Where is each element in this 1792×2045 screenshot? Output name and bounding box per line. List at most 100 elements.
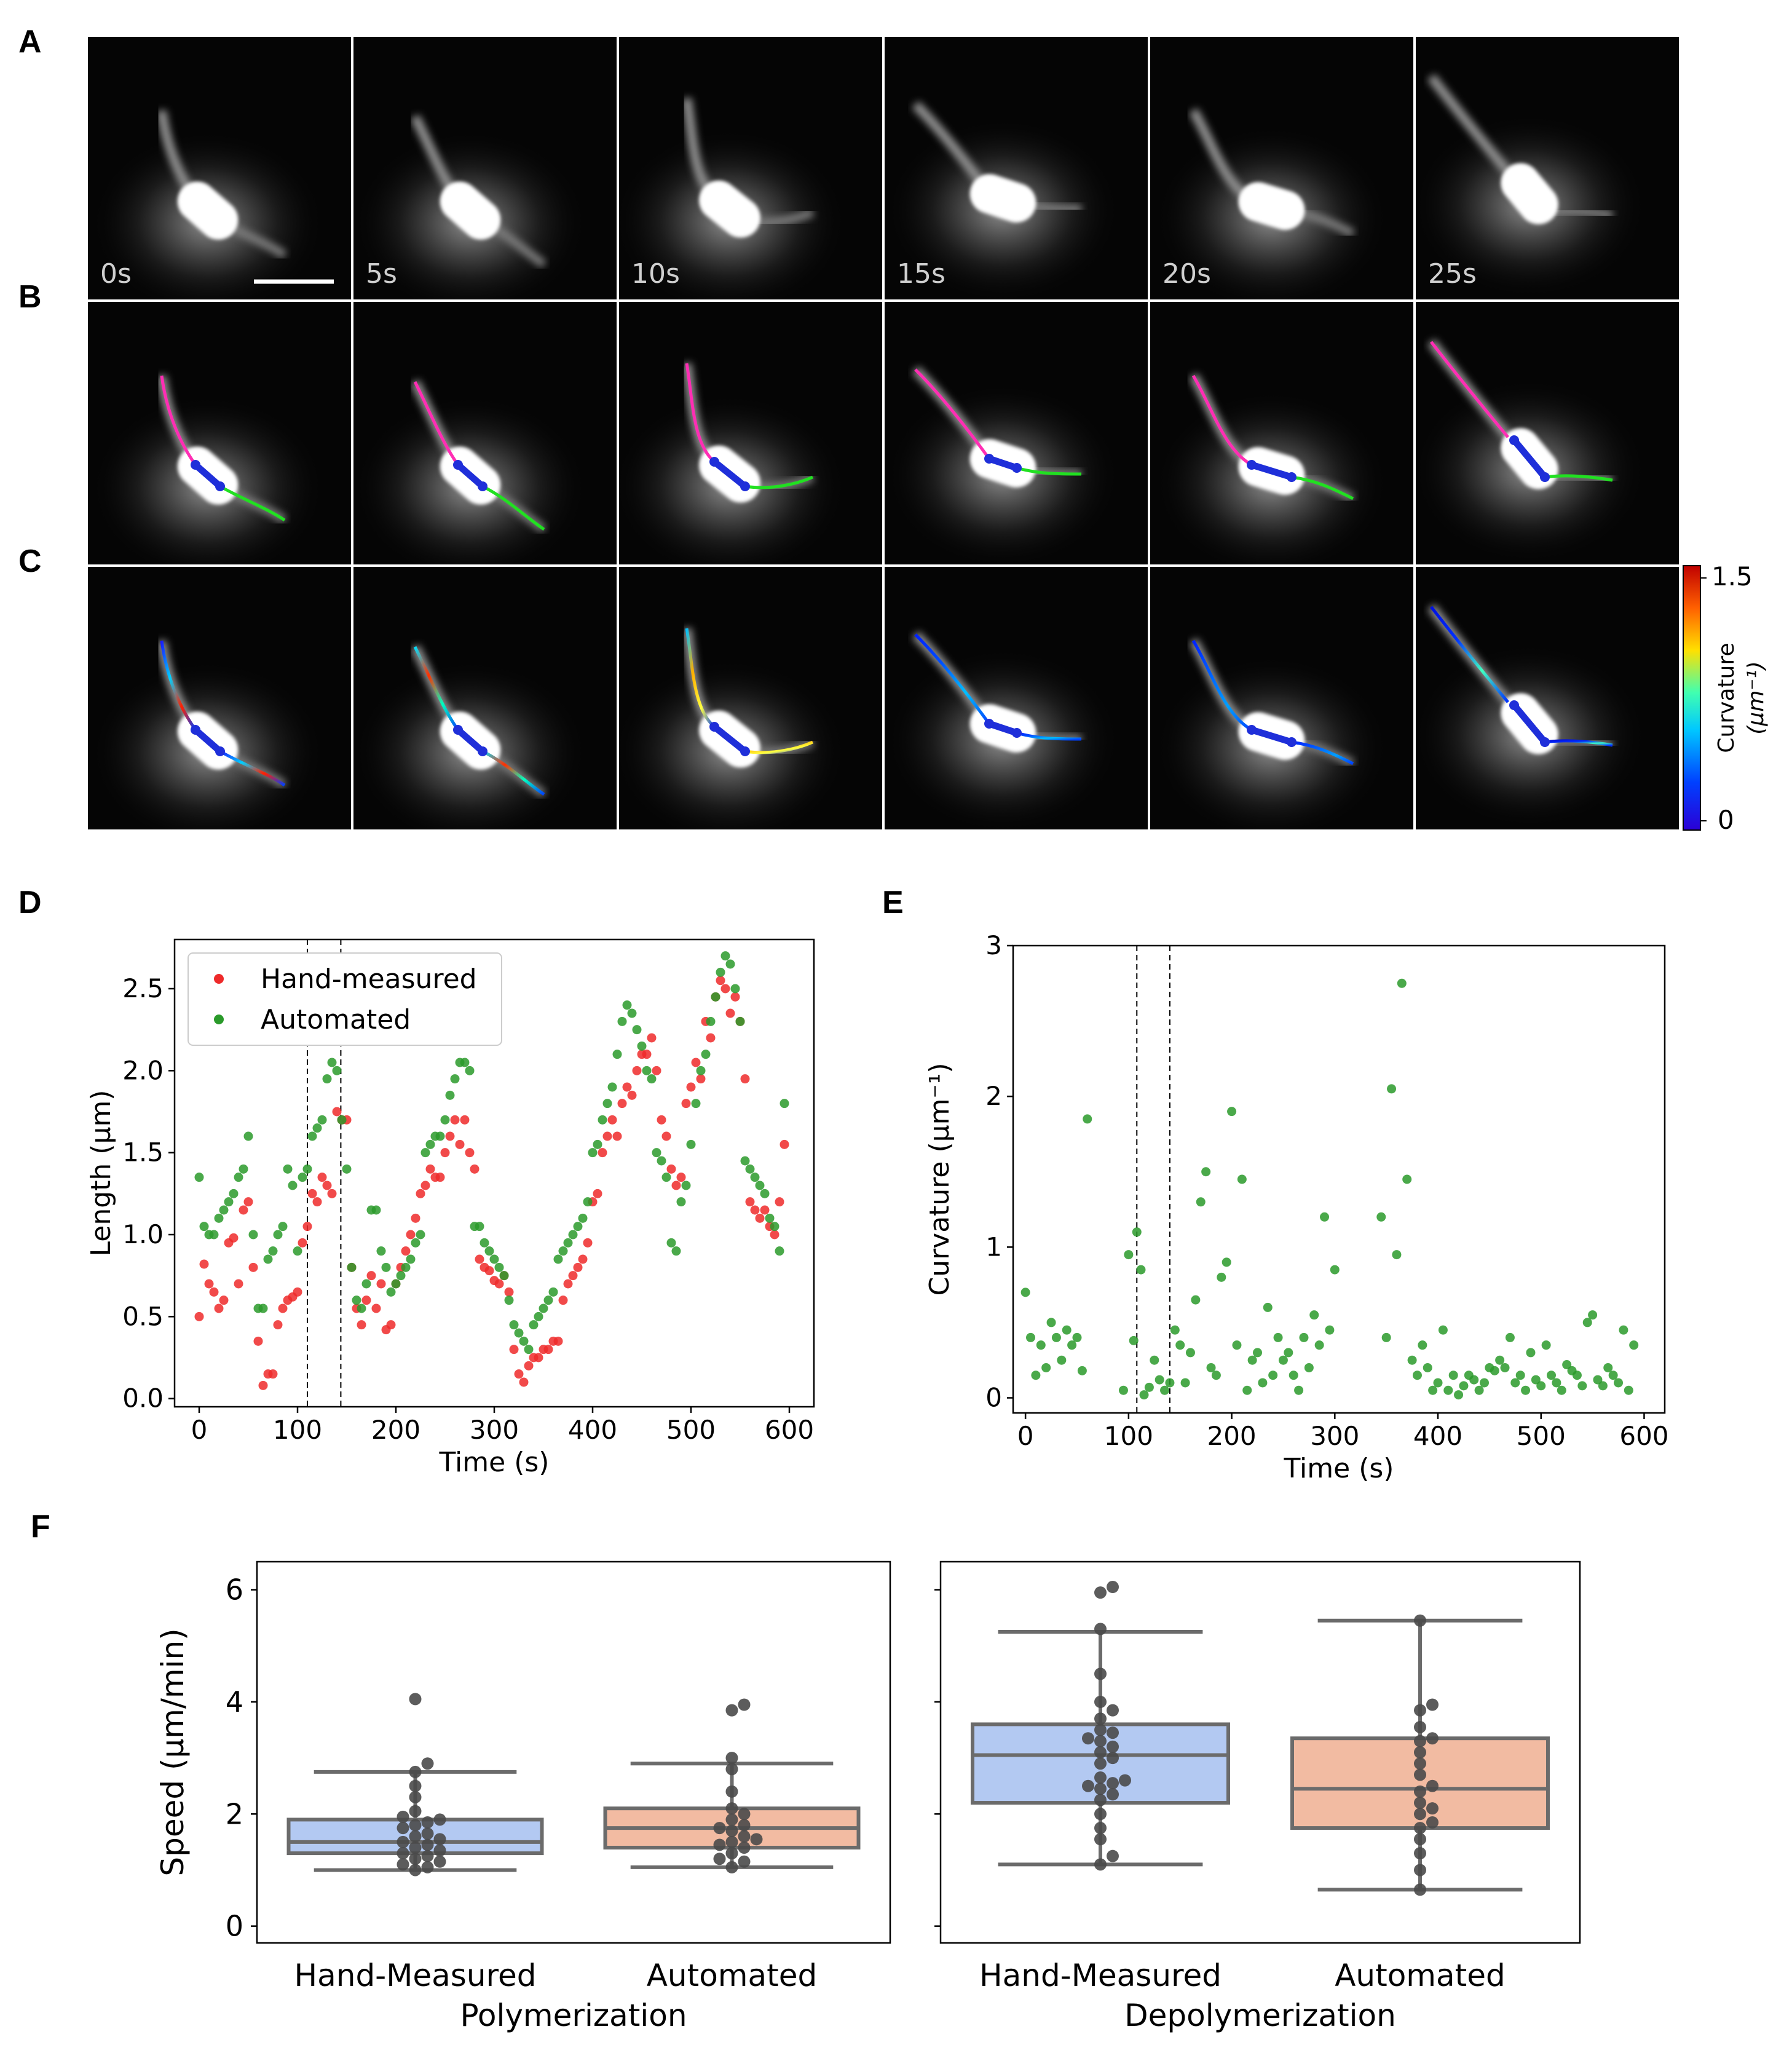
centrosome-endpoint bbox=[1287, 737, 1297, 747]
automated-point bbox=[750, 1173, 760, 1182]
data-point bbox=[421, 1816, 434, 1829]
automated-point bbox=[416, 1230, 425, 1240]
micrograph-tile-r2-c6 bbox=[1416, 302, 1679, 564]
centrosome-endpoint bbox=[191, 725, 200, 735]
category-label: Automated bbox=[647, 1958, 818, 1993]
hand-measured-point bbox=[602, 1131, 612, 1141]
automated-point bbox=[568, 1230, 578, 1240]
hand-measured-point bbox=[332, 1107, 342, 1117]
centrosome-endpoint bbox=[740, 481, 750, 491]
automated-point bbox=[1588, 1310, 1598, 1320]
centrosome-endpoint bbox=[453, 460, 463, 470]
x-tick-label: 300 bbox=[1310, 1421, 1359, 1451]
data-point bbox=[1094, 1746, 1107, 1758]
automated-point bbox=[598, 1115, 607, 1125]
data-point bbox=[1094, 1586, 1107, 1599]
hand-measured-point bbox=[248, 1262, 258, 1272]
data-point bbox=[1094, 1822, 1107, 1835]
centrosome-endpoint bbox=[1247, 725, 1257, 735]
data-point bbox=[409, 1805, 422, 1818]
x-tick-label: 300 bbox=[470, 1415, 519, 1445]
automated-point bbox=[376, 1246, 386, 1256]
centrosome-endpoint bbox=[1509, 435, 1519, 445]
hand-measured-point bbox=[278, 1303, 288, 1313]
automated-point bbox=[1072, 1332, 1082, 1342]
automated-point bbox=[1330, 1265, 1340, 1275]
timestamp-label: 5s bbox=[366, 258, 397, 290]
data-point bbox=[750, 1833, 763, 1846]
data-point bbox=[1414, 1883, 1426, 1896]
hand-measured-point bbox=[671, 1181, 681, 1190]
automated-point bbox=[627, 1008, 637, 1018]
hand-measured-point bbox=[583, 1238, 593, 1248]
data-point bbox=[1107, 1849, 1119, 1862]
automated-point bbox=[1139, 1390, 1149, 1400]
automated-point bbox=[1284, 1348, 1293, 1358]
automated-point bbox=[691, 1099, 701, 1109]
automated-point bbox=[396, 1271, 406, 1281]
hand-measured-point bbox=[661, 1131, 671, 1141]
data-point bbox=[1414, 1720, 1426, 1733]
hand-measured-point bbox=[514, 1369, 524, 1379]
automated-point bbox=[283, 1164, 293, 1174]
hand-measured-point bbox=[401, 1246, 411, 1256]
automated-point bbox=[307, 1131, 317, 1141]
hand-measured-point bbox=[524, 1361, 534, 1371]
centrosome-endpoint bbox=[1247, 460, 1257, 470]
automated-point bbox=[450, 1074, 460, 1084]
x-tick-label: 500 bbox=[1517, 1421, 1566, 1451]
centrosome-endpoint bbox=[1509, 700, 1519, 710]
automated-point bbox=[209, 1230, 219, 1240]
automated-point bbox=[1438, 1325, 1448, 1335]
microtubule-signal bbox=[1427, 74, 1512, 176]
hand-measured-point bbox=[696, 1074, 706, 1084]
automated-point bbox=[1041, 1363, 1051, 1372]
automated-point bbox=[573, 1222, 583, 1232]
timestamp-label: 20s bbox=[1162, 258, 1211, 290]
x-tick-label: 500 bbox=[666, 1415, 716, 1445]
centrosome-trace bbox=[1510, 437, 1549, 481]
automated-point bbox=[622, 1000, 632, 1010]
automated-point bbox=[219, 1205, 229, 1215]
automated-point bbox=[1026, 1332, 1036, 1342]
automated-point bbox=[1242, 1385, 1252, 1395]
automated-point bbox=[1448, 1371, 1458, 1380]
data-point bbox=[738, 1819, 751, 1832]
data-point bbox=[725, 1763, 738, 1776]
automated-point bbox=[1268, 1371, 1278, 1380]
hand-measured-point bbox=[357, 1320, 366, 1330]
automated-point bbox=[1124, 1250, 1134, 1260]
data-point bbox=[433, 1855, 446, 1868]
automated-point bbox=[1510, 1378, 1520, 1388]
automated-point bbox=[1185, 1348, 1195, 1358]
automated-point bbox=[642, 1066, 652, 1075]
automated-point bbox=[509, 1320, 519, 1330]
automated-point bbox=[602, 1099, 612, 1109]
automated-point bbox=[1273, 1332, 1283, 1342]
automated-point bbox=[1547, 1371, 1557, 1380]
x-tick-label: 100 bbox=[1104, 1421, 1153, 1451]
hand-measured-point bbox=[543, 1345, 553, 1355]
data-point bbox=[421, 1849, 434, 1862]
automated-point bbox=[1129, 1335, 1139, 1345]
data-point bbox=[1426, 1816, 1439, 1829]
automated-point bbox=[1536, 1381, 1546, 1391]
automated-point bbox=[1155, 1375, 1164, 1385]
data-point bbox=[397, 1810, 409, 1823]
hand-measured-point bbox=[465, 1148, 475, 1158]
data-point bbox=[409, 1779, 422, 1792]
automated-point bbox=[386, 1287, 396, 1297]
minus-end-trace bbox=[1430, 341, 1509, 438]
automated-point bbox=[1180, 1378, 1190, 1388]
centrosome-endpoint bbox=[984, 719, 994, 729]
hand-measured-point bbox=[386, 1320, 396, 1330]
automated-point bbox=[632, 1025, 642, 1035]
hand-measured-point bbox=[657, 1115, 666, 1125]
panel-label-d: D bbox=[18, 885, 42, 920]
automated-point bbox=[558, 1246, 568, 1256]
data-point bbox=[738, 1830, 751, 1843]
automated-point bbox=[1418, 1340, 1427, 1350]
x-axis-label: Time (s) bbox=[1284, 1453, 1394, 1484]
automated-point bbox=[652, 1148, 661, 1158]
hand-measured-point bbox=[376, 1279, 386, 1289]
